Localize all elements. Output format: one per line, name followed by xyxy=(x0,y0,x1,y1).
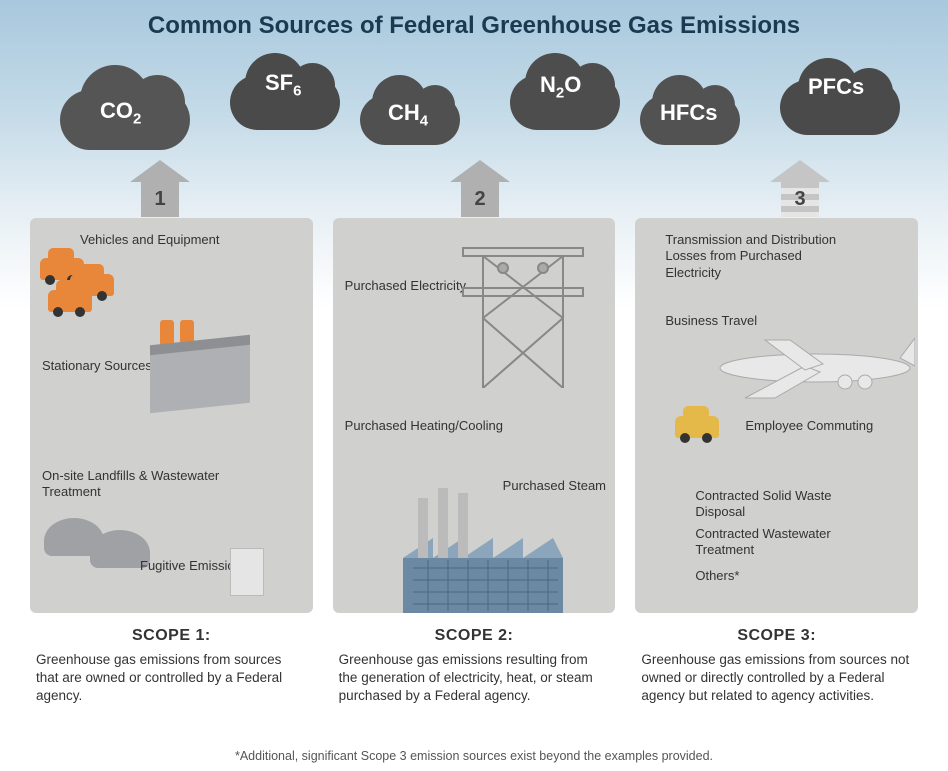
scope-desc-1: SCOPE 1: Greenhouse gas emissions from s… xyxy=(30,625,313,705)
panel-item-label: Business Travel xyxy=(665,313,757,329)
gas-clouds xyxy=(0,50,948,170)
panel-item-label: Others* xyxy=(695,568,739,584)
panel-item-label: Vehicles and Equipment xyxy=(80,232,219,248)
scope-body: Greenhouse gas emissions from sources th… xyxy=(36,651,307,706)
gas-label: SF6 xyxy=(265,70,301,99)
scope-panel-2: Purchased Electricity Purchased Heating/C… xyxy=(333,218,616,613)
panel-item-label: Stationary Sources xyxy=(42,358,152,374)
scope-panels: Vehicles and Equipment Stationary Sources… xyxy=(30,218,918,613)
scope-panel-1: Vehicles and Equipment Stationary Sources… xyxy=(30,218,313,613)
scope-desc-3: SCOPE 3: Greenhouse gas emissions from s… xyxy=(635,625,918,705)
panel-item-label: Employee Commuting xyxy=(745,418,873,434)
panel-item-label: Contracted Wastewater Treatment xyxy=(695,526,875,559)
scope-title: SCOPE 1: xyxy=(36,625,307,647)
scope-title: SCOPE 2: xyxy=(339,625,610,647)
scope-descriptions: SCOPE 1: Greenhouse gas emissions from s… xyxy=(30,625,918,705)
scope-arrow-1: 1 xyxy=(130,160,190,217)
gas-label: CO2 xyxy=(100,98,141,127)
panel-item-label: Contracted Solid Waste Disposal xyxy=(695,488,875,521)
panel-item-label: Transmission and Distribution Losses fro… xyxy=(665,232,845,281)
scope-panel-3: Transmission and Distribution Losses fro… xyxy=(635,218,918,613)
scope-body: Greenhouse gas emissions resulting from … xyxy=(339,651,610,706)
scope-desc-2: SCOPE 2: Greenhouse gas emissions result… xyxy=(333,625,616,705)
gas-label: PFCs xyxy=(808,74,864,100)
gas-label: CH4 xyxy=(388,100,428,129)
panel-item-label: On-site Landfills & Wastewater Treatment xyxy=(42,468,222,501)
gas-label: HFCs xyxy=(660,100,717,126)
page-title: Common Sources of Federal Greenhouse Gas… xyxy=(0,0,948,40)
scope-body: Greenhouse gas emissions from sources no… xyxy=(641,651,912,706)
scope-title: SCOPE 3: xyxy=(641,625,912,647)
panel-item-label: Purchased Electricity xyxy=(345,278,466,294)
gas-label: N2O xyxy=(540,72,581,101)
scope-arrow-3: 3 xyxy=(770,160,830,217)
scope-arrow-2: 2 xyxy=(450,160,510,217)
footnote: *Additional, significant Scope 3 emissio… xyxy=(0,749,948,763)
panel-item-label: Purchased Heating/Cooling xyxy=(345,418,503,434)
